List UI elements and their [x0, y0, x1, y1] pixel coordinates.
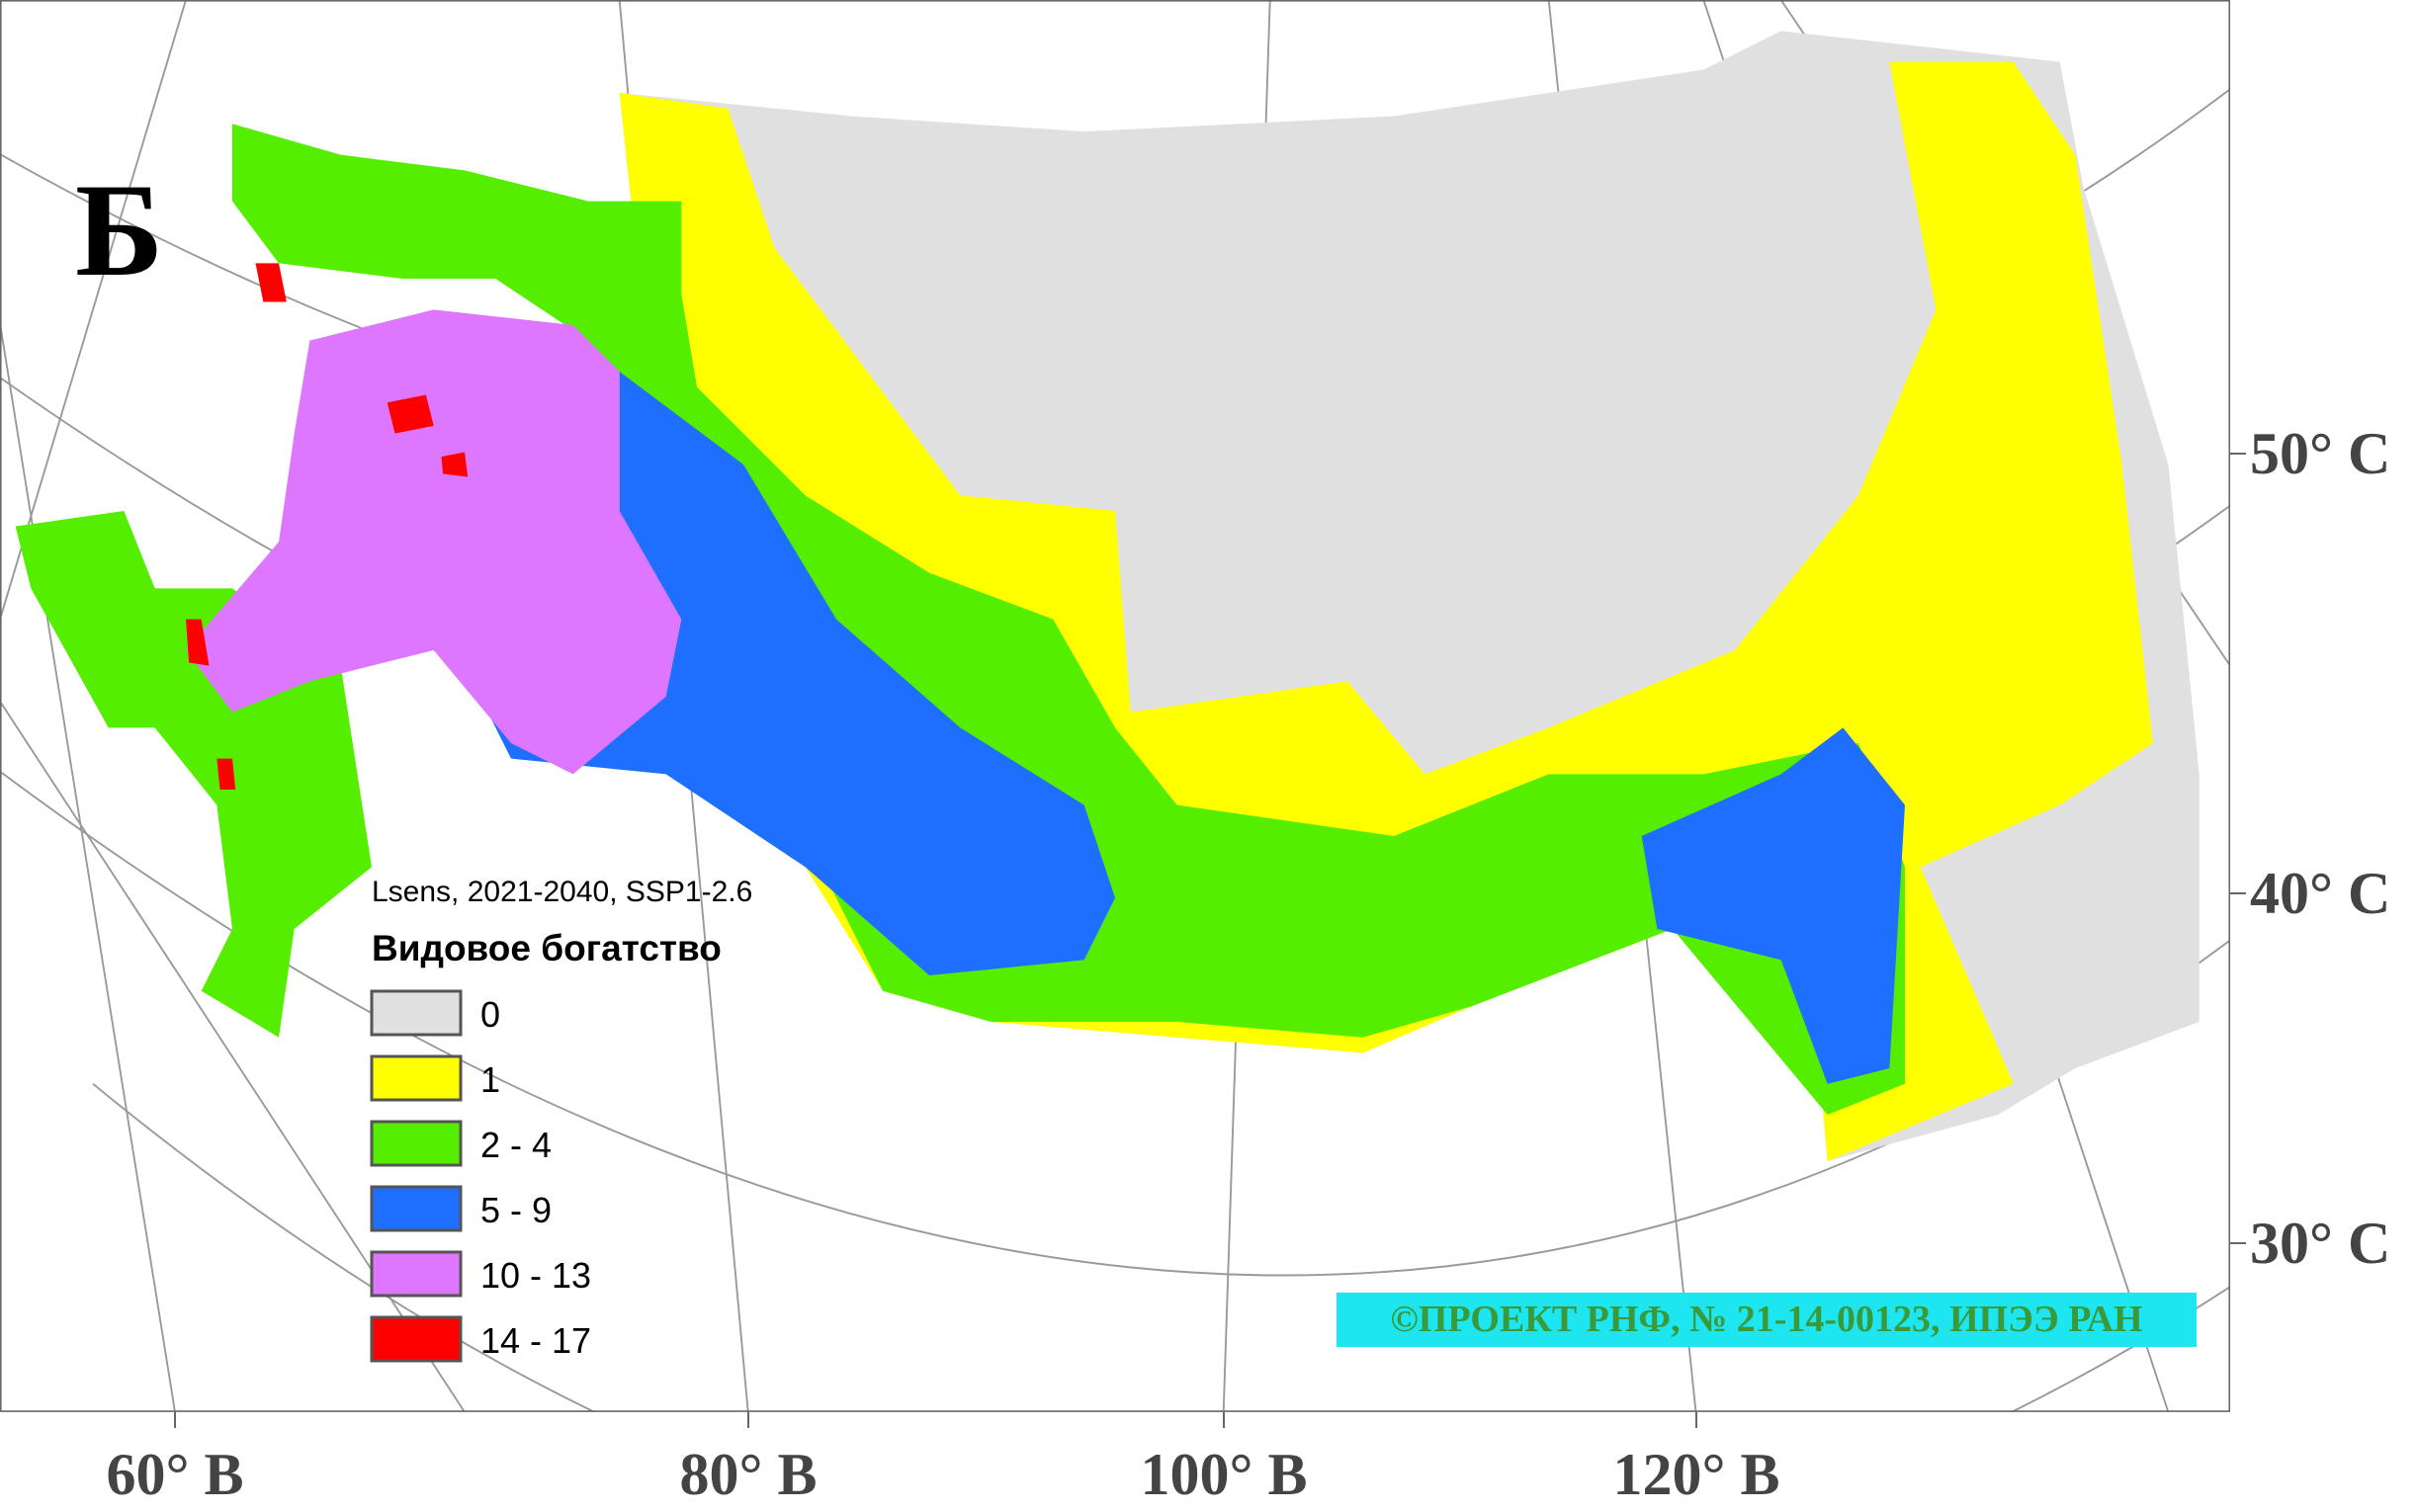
longitude-label: 80° В — [679, 1442, 817, 1507]
panel-letter: Б — [75, 157, 163, 304]
latitude-label: 50° С — [2250, 421, 2390, 486]
legend-swatch — [370, 1185, 463, 1232]
legend-label: 10 - 13 — [480, 1255, 591, 1296]
legend-label: 0 — [480, 994, 500, 1035]
legend-label: 5 - 9 — [480, 1190, 552, 1230]
legend-label: 2 - 4 — [480, 1125, 552, 1165]
legend-swatch — [370, 1315, 463, 1363]
legend-subtitle: Lsens, 2021-2040, SSP1-2.6 — [372, 876, 752, 908]
map-area — [0, 0, 2231, 1412]
legend-title: Видовое богатство — [372, 928, 722, 968]
longitude-label: 120° В — [1612, 1442, 1779, 1507]
latitude-label: 40° С — [2250, 861, 2390, 926]
legend-swatch — [370, 989, 463, 1037]
credit: ©ПРОЕКТ РНФ, № 21-14-00123, ИПЭЭ РАН — [1390, 1299, 2142, 1340]
legend-swatch — [370, 1054, 463, 1102]
richness-zones — [15, 31, 2200, 1162]
legend-label: 1 — [480, 1059, 500, 1100]
credit-box — [1337, 1293, 2197, 1347]
legend-swatch — [370, 1120, 463, 1167]
longitude-label: 100° В — [1140, 1442, 1307, 1507]
legend-label: 14 - 17 — [480, 1320, 591, 1361]
legend-swatch — [370, 1250, 463, 1298]
longitude-label: 60° В — [106, 1442, 243, 1507]
latitude-label: 30° С — [2250, 1211, 2390, 1276]
